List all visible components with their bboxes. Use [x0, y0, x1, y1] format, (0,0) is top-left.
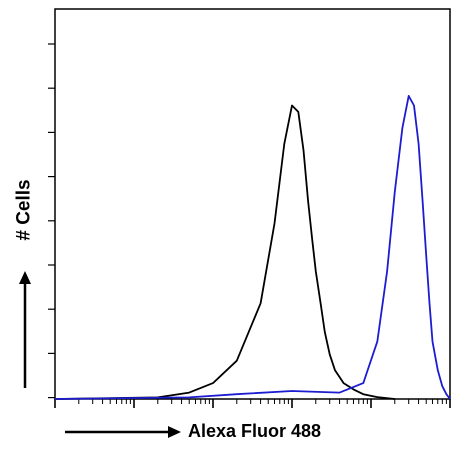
histogram-series: [54, 95, 451, 400]
y-axis-label: # Cells: [14, 179, 36, 241]
series-line-1: [54, 104, 395, 400]
x-axis-ticks: [54, 399, 451, 408]
plot-frame: [54, 8, 451, 400]
x-axis-label: Alexa Fluor 488: [188, 421, 322, 441]
y-axis-arrow-head: [19, 271, 31, 284]
x-axis-arrow-head: [168, 426, 181, 438]
series-line-2: [54, 95, 451, 400]
y-axis-ticks: [48, 43, 55, 399]
